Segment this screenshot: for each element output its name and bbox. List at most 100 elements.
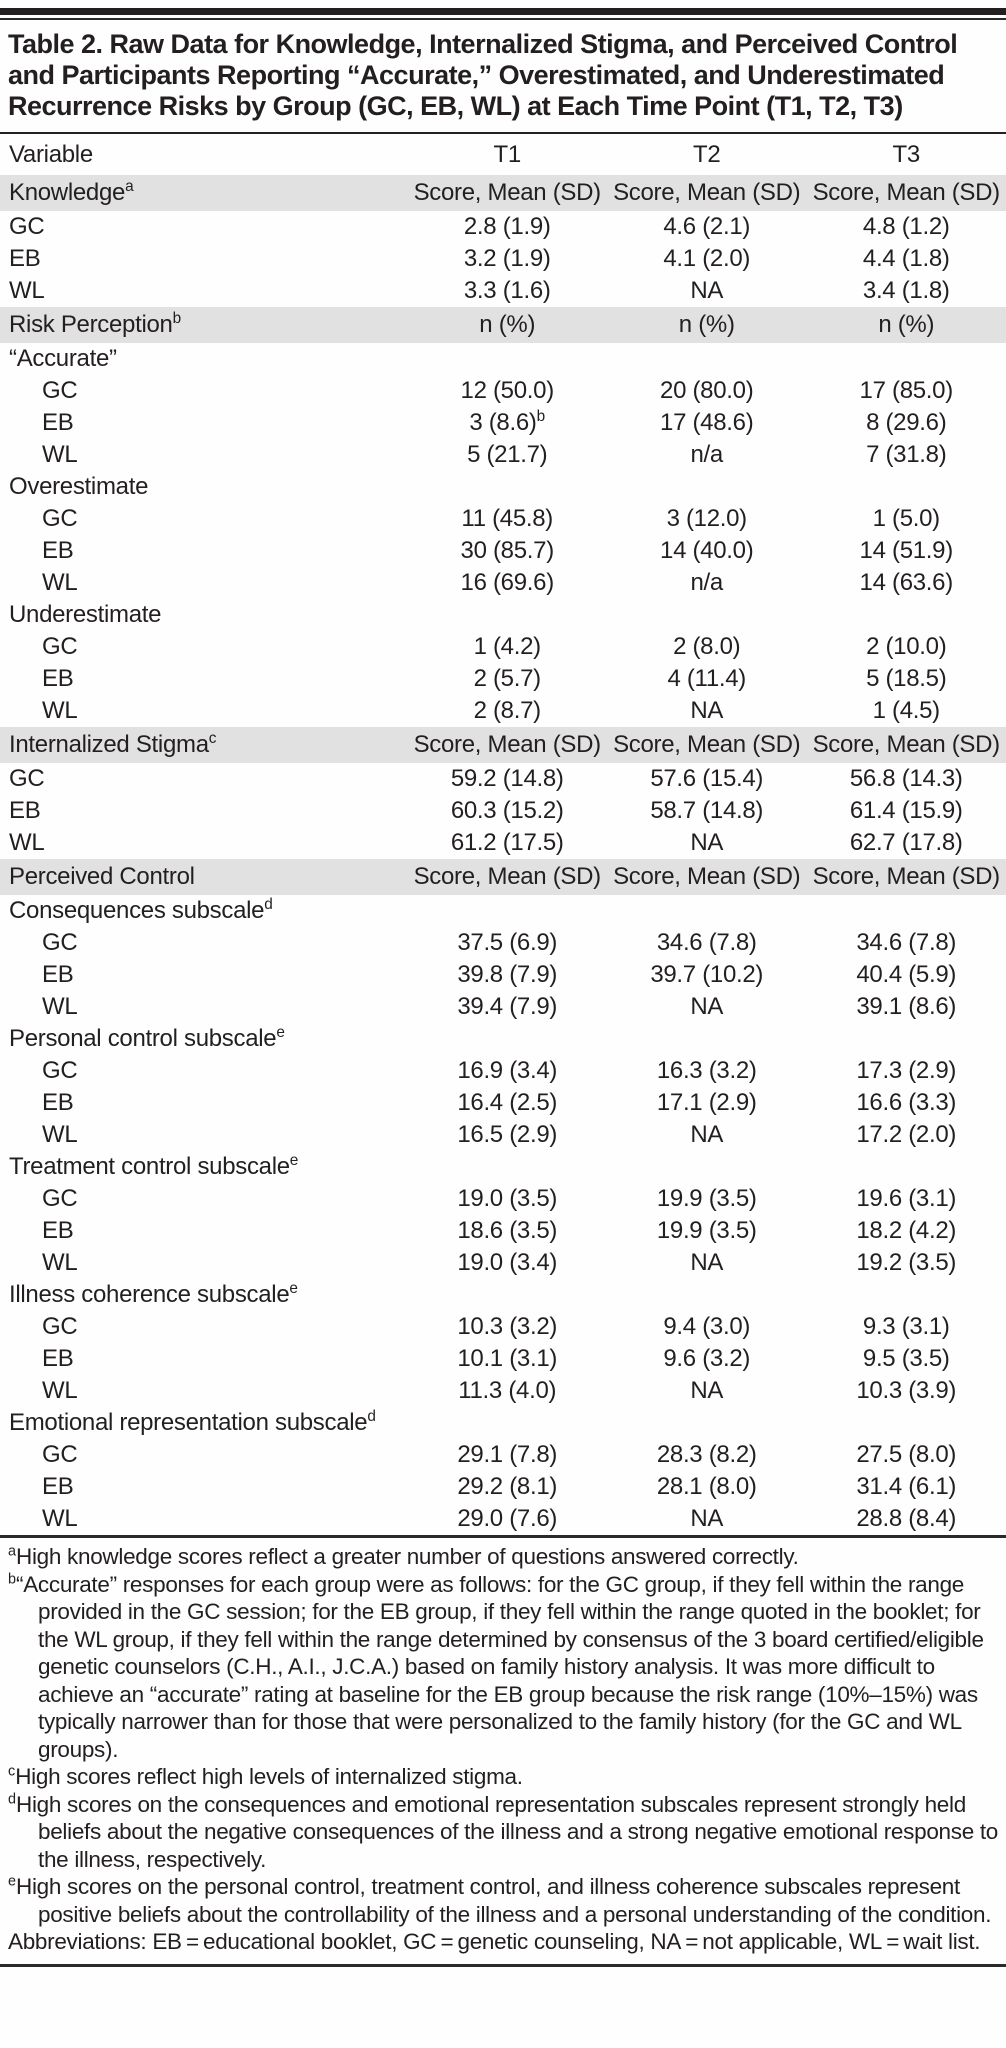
row-label: EB	[42, 665, 74, 692]
row-value	[806, 1151, 1006, 1183]
row-value	[806, 471, 1006, 503]
table-row: EB 39.8 (7.9) 39.7 (10.2) 40.4 (5.9)	[0, 959, 1006, 991]
row-value: 17.1 (2.9)	[656, 1089, 757, 1116]
footnote-c: cHigh scores reflect high levels of inte…	[8, 1763, 523, 1789]
table-row: Perceived Control Score, Mean (SD) Score, …	[0, 859, 1006, 895]
table-row: Treatment control subscalee	[0, 1151, 1006, 1183]
row-label: GC	[42, 1057, 78, 1084]
row-label: Perceived Control	[0, 859, 408, 895]
table-row: EB 10.1 (3.1) 9.6 (3.2) 9.5 (3.5)	[0, 1343, 1006, 1375]
row-value	[407, 599, 607, 631]
row-value: Score, Mean (SD)	[407, 727, 607, 763]
row-label: EB	[42, 961, 74, 988]
row-value: 1 (4.2)	[473, 633, 542, 660]
footnote-b: b“Accurate” responses for each group wer…	[8, 1571, 984, 1762]
row-value: 1 (4.5)	[872, 697, 941, 724]
row-value: 29.0 (7.6)	[457, 1505, 558, 1532]
row-value: 14 (40.0)	[660, 537, 754, 564]
row-value	[806, 1407, 1006, 1439]
table-row: GC 37.5 (6.9) 34.6 (7.8) 34.6 (7.8)	[0, 927, 1006, 959]
table-row: GC 16.9 (3.4) 16.3 (3.2) 17.3 (2.9)	[0, 1055, 1006, 1087]
row-value: n (%)	[407, 307, 607, 343]
row-label: WL	[42, 697, 78, 724]
table-row: Emotional representation subscaled	[0, 1407, 1006, 1439]
row-label: GC	[9, 765, 45, 792]
table-row: “Accurate”	[0, 343, 1006, 375]
row-value	[607, 1023, 807, 1055]
table-row: GC 10.3 (3.2) 9.4 (3.0) 9.3 (3.1)	[0, 1311, 1006, 1343]
row-value: 34.6 (7.8)	[656, 929, 757, 956]
row-label: WL	[9, 277, 45, 304]
row-label: Consequences subscaled	[9, 896, 273, 924]
row-label: WL	[42, 1249, 78, 1276]
row-value: 9.4 (3.0)	[663, 1313, 751, 1340]
row-label: Underestimate	[9, 601, 162, 628]
row-value: 9.6 (3.2)	[663, 1345, 751, 1372]
table-row: EB 18.6 (3.5) 19.9 (3.5) 18.2 (4.2)	[0, 1215, 1006, 1247]
row-value: 20 (80.0)	[660, 377, 754, 404]
row-value: 10.3 (3.2)	[457, 1313, 558, 1340]
table-row: WL 5 (21.7) n/a 7 (31.8)	[0, 439, 1006, 471]
row-value: NA	[690, 1121, 724, 1148]
row-value	[607, 1407, 807, 1439]
row-value	[407, 471, 607, 503]
row-value	[607, 599, 807, 631]
footnote-abbreviations: Abbreviations: EB = educational booklet,…	[8, 1929, 981, 1954]
row-value: 4.4 (1.8)	[862, 245, 950, 272]
row-value: 2 (8.7)	[473, 697, 542, 724]
top-thick-rule	[0, 8, 1006, 15]
row-value: 17.2 (2.0)	[856, 1121, 957, 1148]
row-value: Score, Mean (SD)	[606, 727, 807, 763]
row-value: 61.4 (15.9)	[849, 797, 963, 824]
row-value: 56.8 (14.3)	[849, 765, 963, 792]
table-row: Overestimate	[0, 471, 1006, 503]
row-value: 4.8 (1.2)	[862, 213, 950, 240]
table-row: GC 19.0 (3.5) 19.9 (3.5) 19.6 (3.1)	[0, 1183, 1006, 1215]
row-value: 16.6 (3.3)	[856, 1089, 957, 1116]
row-value: 12 (50.0)	[460, 377, 555, 404]
row-value	[607, 471, 807, 503]
row-value: 1 (5.0)	[872, 505, 941, 532]
row-value: 11 (45.8)	[461, 505, 553, 532]
row-value: 17 (48.6)	[660, 409, 754, 436]
row-value	[607, 1279, 807, 1311]
row-label: WL	[42, 1121, 78, 1148]
top-thin-rule	[0, 18, 1006, 20]
row-value: 2 (8.0)	[673, 633, 741, 660]
table-row: Personal control subscalee	[0, 1023, 1006, 1055]
row-value: 19.0 (3.5)	[457, 1185, 558, 1212]
row-value: 3.3 (1.6)	[463, 277, 551, 304]
row-label: Risk Perceptionb	[0, 307, 408, 343]
row-value	[806, 1279, 1006, 1311]
row-value: 16.9 (3.4)	[457, 1057, 558, 1084]
row-label: Treatment control subscalee	[9, 1152, 299, 1180]
row-value: 4 (11.4)	[667, 665, 746, 692]
row-label: EB	[42, 1345, 74, 1372]
row-label: WL	[42, 569, 78, 596]
row-value: 7 (31.8)	[866, 441, 947, 468]
row-value: 11.3 (4.0)	[458, 1377, 557, 1404]
row-label: WL	[42, 441, 78, 468]
row-value: NA	[690, 697, 724, 724]
row-value: 5 (21.7)	[467, 441, 548, 468]
table-bottom-rule	[0, 1535, 1006, 1538]
final-bottom-rule	[0, 1963, 1006, 1967]
row-value: Score, Mean (SD)	[606, 175, 807, 211]
row-value	[407, 343, 607, 375]
row-value: 18.6 (3.5)	[457, 1217, 558, 1244]
table-row: GC 1 (4.2) 2 (8.0) 2 (10.0)	[0, 631, 1006, 663]
row-value	[806, 895, 1006, 927]
header-row: Variable T1 T2 T3	[0, 134, 1006, 175]
row-value: 31.4 (6.1)	[856, 1473, 957, 1500]
column-header-variable: Variable	[9, 140, 93, 168]
row-value: 28.3 (8.2)	[656, 1441, 757, 1468]
table-body: Knowledgea Score, Mean (SD) Score, Mean (S…	[0, 175, 1006, 1535]
table-row: WL 19.0 (3.4) NA 19.2 (3.5)	[0, 1247, 1006, 1279]
row-value: 37.5 (6.9)	[457, 929, 558, 956]
row-value: 60.3 (15.2)	[450, 797, 564, 824]
row-value: 3 (12.0)	[666, 505, 748, 532]
row-value: 62.7 (17.8)	[849, 829, 963, 856]
row-label: Internalized Stigmac	[0, 727, 408, 763]
table-title: Table 2. Raw Data for Knowledge, Interna…	[8, 29, 958, 121]
row-label: GC	[42, 1185, 78, 1212]
